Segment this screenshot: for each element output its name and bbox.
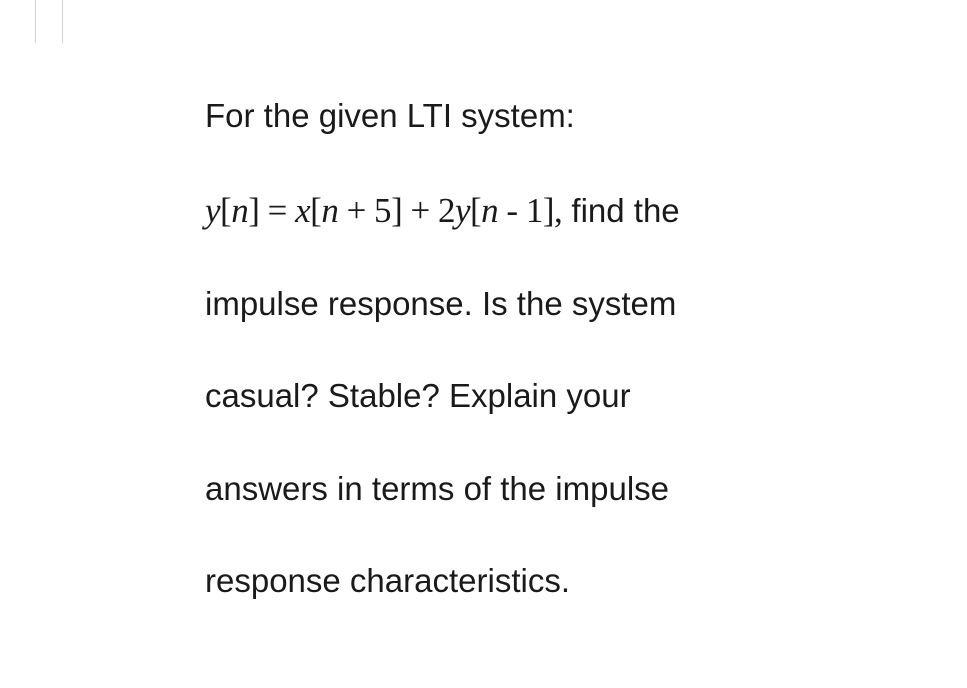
plus-5: + 5 — [338, 191, 391, 230]
var-n-1: n — [231, 191, 248, 230]
line-2-equation: y[n] = x[n + 5] + 2y[n - 1], find the — [205, 187, 875, 234]
line-4: casual? Stable? Explain your — [205, 374, 875, 419]
page: For the given LTI system: y[n] = x[n + 5… — [0, 0, 967, 688]
equals: = — [259, 191, 295, 230]
bracket-close-1: ] — [248, 191, 259, 230]
var-n-2: n — [321, 191, 338, 230]
var-x: x — [295, 191, 310, 230]
line-1: For the given LTI system: — [205, 94, 875, 139]
line-5: answers in terms of the impulse — [205, 467, 875, 512]
line-6: response characteristics. — [205, 559, 875, 604]
var-y-2: y — [455, 191, 470, 230]
var-y: y — [205, 191, 220, 230]
line-2-tail: find the — [562, 192, 679, 229]
equation: y[n] = x[n + 5] + 2y[n - 1], — [205, 191, 562, 230]
var-n-3: n — [481, 191, 498, 230]
bracket-open-2: [ — [310, 191, 321, 230]
bracket-close-3: ], — [543, 191, 562, 230]
margin-rule-outer — [35, 0, 36, 43]
line-3: impulse response. Is the system — [205, 282, 875, 327]
minus-1: - 1 — [498, 191, 543, 230]
bracket-close-2: ] — [391, 191, 402, 230]
plus-2: + 2 — [402, 191, 455, 230]
bracket-open-1: [ — [220, 191, 231, 230]
bracket-open-3: [ — [470, 191, 481, 230]
margin-rule-inner — [62, 0, 63, 43]
problem-text: For the given LTI system: y[n] = x[n + 5… — [205, 94, 875, 652]
